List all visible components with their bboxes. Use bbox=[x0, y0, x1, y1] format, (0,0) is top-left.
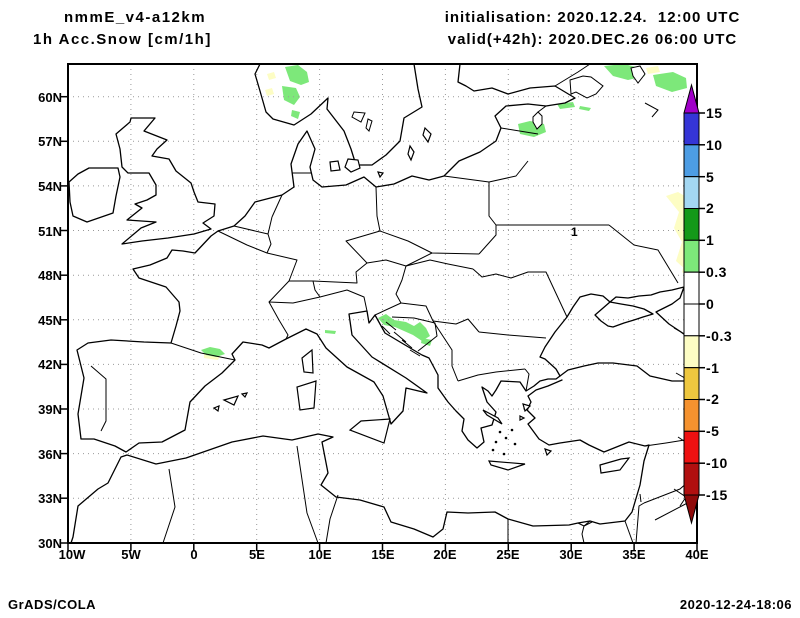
lon-label: 40E bbox=[685, 547, 709, 562]
colorbar-ticks bbox=[699, 112, 705, 496]
colorbar-label: 1 bbox=[706, 232, 715, 248]
initialisation-time: initialisation: 2020.12.24. 12:00 UTC bbox=[444, 9, 741, 26]
colorbar-label: -1 bbox=[706, 360, 720, 376]
colorbar-segment bbox=[683, 112, 700, 146]
colorbar-label: 15 bbox=[706, 105, 723, 121]
colorbar-label: -5 bbox=[706, 423, 720, 439]
colorbar-segment bbox=[683, 303, 700, 337]
colorbar-segment bbox=[683, 399, 700, 432]
colorbar-label: 0.3 bbox=[706, 264, 727, 280]
colorbar-segment bbox=[683, 335, 700, 369]
lon-label: 5W bbox=[121, 547, 141, 562]
lat-label: 42N bbox=[38, 357, 62, 372]
lat-label: 57N bbox=[38, 134, 62, 149]
colorbar-label: 0 bbox=[706, 296, 715, 312]
model-title: nmmE_v4-a12km bbox=[64, 9, 207, 26]
lat-label: 45N bbox=[38, 313, 62, 328]
axis-ticks bbox=[60, 95, 698, 551]
product-title: 1h Acc.Snow [cm/1h] bbox=[33, 31, 212, 48]
lat-label: 36N bbox=[38, 447, 62, 462]
lon-label: 30E bbox=[559, 547, 583, 562]
lat-label: 60N bbox=[38, 90, 62, 105]
plot-timestamp: 2020-12-24-18:06 bbox=[679, 597, 792, 612]
lat-label: 54N bbox=[38, 179, 62, 194]
lat-label: 30N bbox=[38, 536, 62, 551]
country-borders bbox=[90, 63, 698, 544]
colorbar-segment bbox=[683, 144, 700, 178]
colorbar-segment bbox=[683, 239, 700, 273]
colorbar-segment bbox=[683, 271, 700, 305]
snow-negative-patches bbox=[204, 66, 696, 360]
lon-label: 35E bbox=[622, 547, 646, 562]
lat-label: 39N bbox=[38, 402, 62, 417]
lon-label: 10E bbox=[308, 547, 332, 562]
colorbar-label: -15 bbox=[706, 487, 728, 503]
colorbar-segment bbox=[683, 208, 700, 241]
lon-label: 0 bbox=[190, 547, 198, 562]
lon-label: 15E bbox=[371, 547, 395, 562]
grads-credit: GrADS/COLA bbox=[8, 597, 97, 612]
lon-label: 10W bbox=[58, 547, 86, 562]
colorbar-label: -10 bbox=[706, 455, 728, 471]
lat-label: 33N bbox=[38, 491, 62, 506]
lat-label: 51N bbox=[38, 224, 62, 239]
colorbar-label: 5 bbox=[706, 169, 715, 185]
lon-label: 25E bbox=[496, 547, 520, 562]
colorbar-segment bbox=[683, 430, 700, 464]
contour-label: 1 bbox=[571, 225, 578, 239]
colorbar-segment bbox=[683, 367, 700, 401]
lon-label: 5E bbox=[249, 547, 265, 562]
colorbar-label: -2 bbox=[706, 391, 720, 407]
colorbar-label: 10 bbox=[706, 137, 723, 153]
colorbar-bottom-arrow bbox=[683, 494, 700, 525]
lon-label: 20E bbox=[433, 547, 457, 562]
colorbar-label: 2 bbox=[706, 200, 715, 216]
coastlines bbox=[68, 63, 698, 544]
colorbar-label: -0.3 bbox=[706, 328, 733, 344]
snow-positive-patches bbox=[201, 64, 687, 357]
europe-map: 1 bbox=[60, 63, 698, 551]
colorbar bbox=[683, 83, 705, 525]
colorbar-top-arrow bbox=[683, 83, 700, 114]
lat-label: 48N bbox=[38, 268, 62, 283]
valid-time: valid(+42h): 2020.DEC.26 06:00 UTC bbox=[447, 31, 738, 48]
colorbar-segment bbox=[683, 176, 700, 209]
colorbar-segment bbox=[683, 462, 700, 496]
